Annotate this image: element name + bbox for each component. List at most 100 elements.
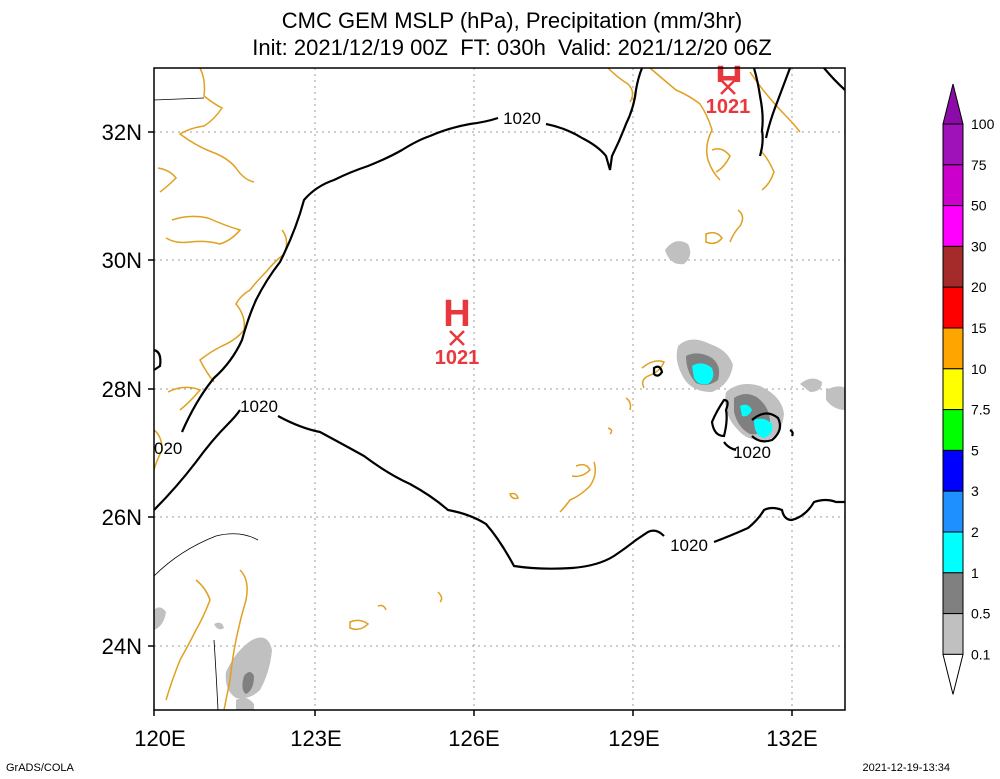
isobar-1020 [789, 429, 794, 437]
margin-right [845, 60, 935, 720]
boundaries [153, 97, 259, 711]
x-tick-label: 126E [448, 726, 499, 751]
precip-area [800, 378, 822, 392]
coastline [649, 67, 721, 181]
colorbar-label: 5 [971, 442, 979, 458]
coastline [178, 67, 255, 183]
chart-title-line1: CMC GEM MSLP (hPa), Precipitation (mm/3h… [281, 8, 743, 33]
credit-timestamp: 2021-12-19-13:34 [862, 762, 950, 774]
isobar-1020 [180, 116, 499, 433]
high-symbol: H [443, 293, 470, 335]
colorbar-swatch [942, 245, 964, 288]
coastline [759, 149, 775, 191]
isobar-1020 [764, 67, 792, 139]
colorbar-label: 15 [971, 320, 987, 336]
isobar-1020 [710, 398, 729, 438]
coastline [165, 215, 242, 245]
coastline [705, 231, 723, 245]
coastline [607, 67, 634, 103]
high-center-x-icon [720, 79, 736, 95]
colorbar-label: 20 [971, 279, 987, 295]
high-pressure-center: H 1021 [435, 293, 480, 369]
coastline [559, 461, 597, 513]
coastline [199, 229, 288, 383]
isobar-1020 [751, 412, 782, 443]
isobar-1020 [153, 348, 162, 371]
coastline [509, 492, 519, 500]
high-value: 1021 [706, 96, 751, 118]
isobar-1020 [277, 415, 665, 570]
coastline [167, 386, 202, 411]
margin-left [0, 0, 154, 779]
contour-label: 1020 [733, 443, 771, 462]
precip-area [826, 386, 845, 410]
y-tick-label: 30N [102, 248, 142, 273]
precip-area [236, 697, 254, 710]
colorbar-label: 1 [971, 565, 979, 581]
colorbar-swatch [942, 409, 964, 451]
axis-ticks [148, 131, 793, 716]
colorbar: 100 75 50 30 20 15 10 7.5 5 3 2 1 0.5 0.1 [942, 83, 995, 695]
colorbar-swatch [942, 572, 964, 615]
coastline [571, 463, 591, 478]
precip-area [692, 363, 714, 385]
y-tick-label: 26N [102, 505, 142, 530]
colorbar-label: 100 [971, 116, 995, 132]
high-symbol-clip: H [715, 59, 742, 101]
x-tick-label: 123E [290, 726, 341, 751]
colorbar-label: 10 [971, 361, 987, 377]
x-tick-label: 120E [134, 726, 185, 751]
y-tick-label: 28N [102, 377, 142, 402]
high-pressure-center: H 1021 [706, 59, 751, 118]
coastline [165, 579, 211, 701]
high-value: 1021 [435, 347, 480, 369]
colorbar-swatch [942, 490, 964, 533]
coastline [377, 604, 387, 611]
colorbar-label: 0.1 [971, 646, 991, 662]
contour-label: 1020 [503, 109, 541, 128]
colorbar-label: 0.5 [971, 606, 991, 622]
coastline [641, 360, 665, 389]
isobar-1020 [823, 67, 846, 91]
isobars [153, 67, 846, 570]
contour-label: 020 [154, 439, 182, 458]
coastline [437, 591, 443, 603]
coastline [349, 619, 370, 631]
boundary-line [153, 97, 205, 101]
colorbar-label: 3 [971, 483, 979, 499]
colorbar-bottom-arrow [942, 653, 964, 695]
boundary-line [153, 533, 259, 577]
isobar-1020 [153, 409, 241, 511]
isobar-1020 [752, 67, 764, 157]
precip-area [665, 241, 691, 265]
precip-area [225, 637, 272, 699]
x-tick-label: 129E [608, 726, 659, 751]
coastline [607, 427, 613, 435]
colorbar-swatch [942, 531, 964, 574]
precip-area [754, 418, 773, 438]
isobar-1020 [545, 67, 644, 171]
colorbar-top-arrow [942, 83, 964, 125]
contour-label: 1020 [240, 397, 278, 416]
precip-area [214, 622, 224, 630]
colorbar-swatch [942, 613, 964, 655]
isobar-1020 [713, 498, 845, 544]
colorbar-label: 2 [971, 524, 979, 540]
precip-area [740, 404, 752, 417]
high-center-x-icon [449, 330, 465, 346]
margin-bottom [154, 710, 845, 760]
high-symbol: H [715, 59, 742, 101]
colorbar-swatch [942, 368, 964, 411]
coastline [625, 397, 632, 411]
colorbar-swatch [942, 327, 964, 370]
precip-area [242, 672, 254, 694]
isobar-1020 [652, 365, 664, 377]
contour-label: 1020 [670, 536, 708, 555]
colorbar-swatch [942, 205, 964, 247]
coastline [153, 429, 163, 471]
credit-grads: GrADS/COLA [6, 762, 74, 774]
boundary-line [213, 639, 219, 711]
colorbar-swatch [942, 123, 964, 166]
precip-area [154, 607, 166, 630]
colorbar-swatch [942, 286, 964, 329]
